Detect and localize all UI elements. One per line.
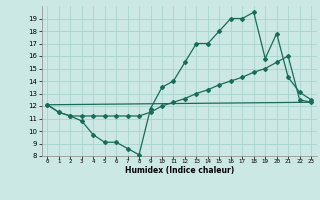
X-axis label: Humidex (Indice chaleur): Humidex (Indice chaleur)	[124, 166, 234, 175]
